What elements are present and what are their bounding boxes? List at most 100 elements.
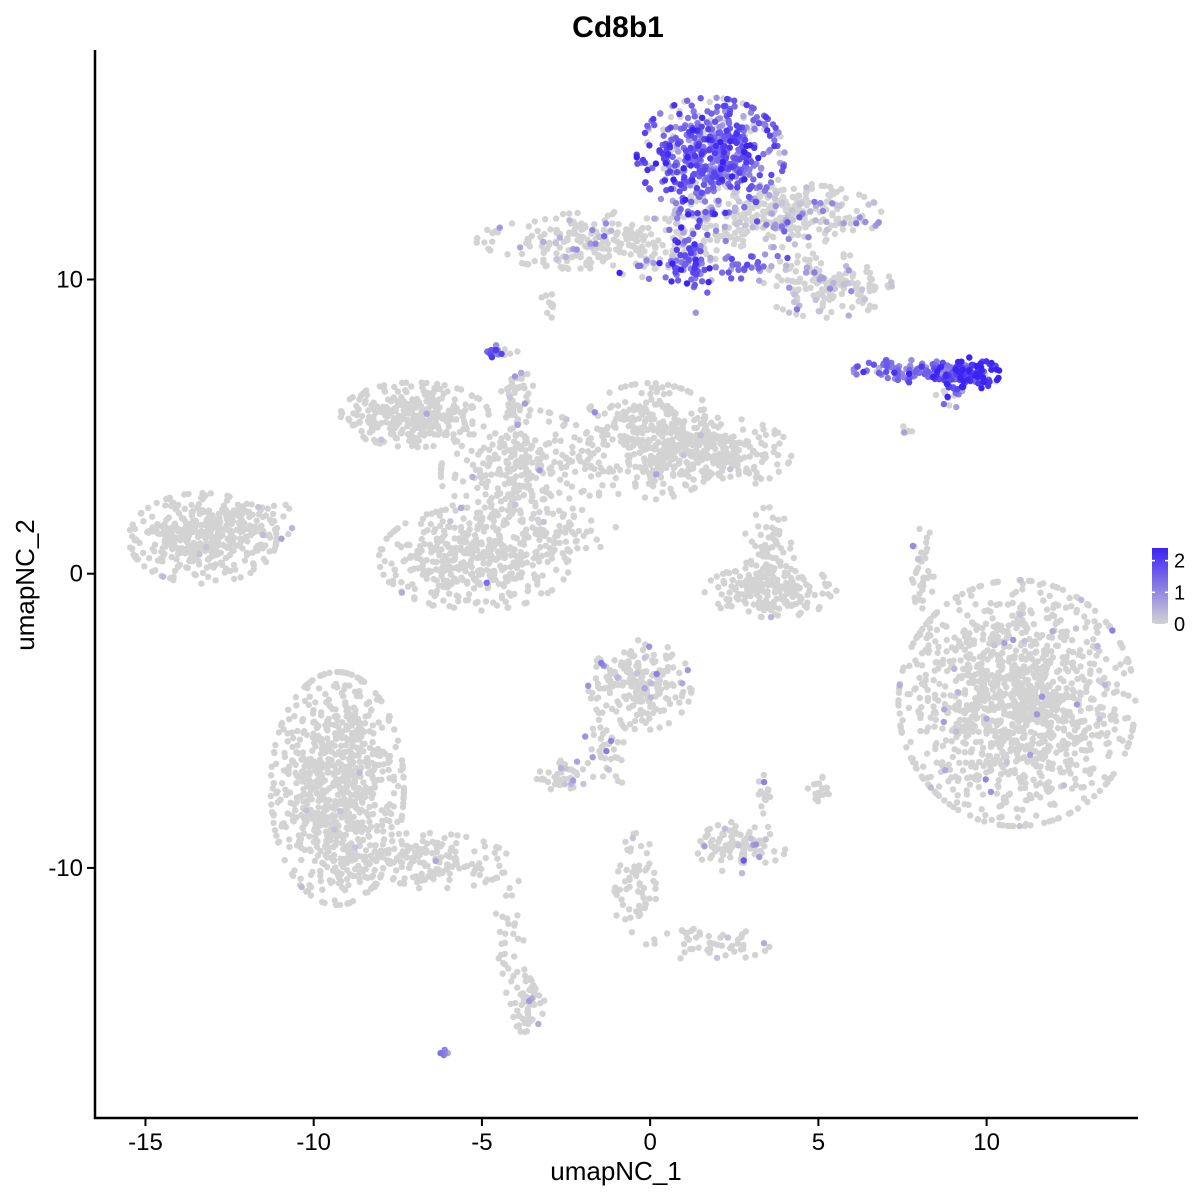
data-point [209, 518, 216, 525]
data-point [546, 239, 553, 247]
data-point [661, 215, 669, 222]
data-point [621, 231, 629, 238]
data-point [1077, 663, 1084, 670]
data-point [685, 465, 692, 473]
data-point [912, 685, 919, 692]
data-point [309, 747, 316, 754]
data-point [675, 426, 682, 433]
data-point [774, 461, 781, 468]
data-point [247, 569, 254, 577]
data-point [481, 504, 489, 511]
data-point [926, 529, 933, 536]
data-point [462, 537, 469, 544]
data-point [670, 464, 677, 472]
data-point [1059, 586, 1067, 594]
data-point [960, 665, 967, 672]
data-point [1117, 641, 1125, 648]
data-point [506, 467, 513, 475]
data-point [819, 571, 826, 578]
data-point [825, 191, 832, 199]
data-point [397, 429, 404, 437]
data-point [692, 198, 700, 205]
data-point [679, 435, 686, 442]
data-point [323, 863, 331, 871]
data-point [350, 813, 357, 821]
data-point [605, 252, 613, 260]
data-point [1062, 604, 1070, 611]
data-point [715, 584, 722, 591]
data-point [564, 569, 572, 576]
data-point [131, 537, 139, 544]
data-point [159, 554, 166, 562]
data-point [410, 403, 417, 410]
data-point [959, 590, 966, 598]
data-point [1121, 750, 1129, 757]
data-point [473, 235, 481, 242]
data-point [508, 477, 516, 484]
data-point [1082, 624, 1089, 631]
data-point [428, 510, 435, 517]
data-point [951, 634, 958, 641]
data-point [735, 467, 742, 474]
data-point [476, 509, 484, 516]
data-point [528, 232, 536, 239]
data-point [712, 435, 720, 442]
data-point [1000, 628, 1007, 635]
data-point [140, 549, 147, 557]
data-point [1001, 732, 1008, 740]
data-point [770, 535, 777, 542]
data-point [1103, 740, 1110, 747]
data-point [404, 422, 411, 430]
data-point [561, 471, 569, 478]
data-point [1067, 770, 1074, 777]
data-point [333, 712, 340, 720]
data-point [727, 473, 734, 480]
data-point [386, 809, 393, 816]
data-point [732, 568, 739, 575]
data-point [638, 389, 645, 397]
data-point [455, 565, 463, 572]
data-point [394, 818, 401, 826]
data-point [285, 530, 292, 538]
data-point [695, 459, 702, 466]
data-point [685, 440, 692, 447]
data-point [432, 398, 439, 405]
data-point [628, 229, 635, 237]
data-point [927, 714, 934, 721]
data-point [612, 474, 619, 482]
data-point [373, 827, 381, 834]
data-point [562, 538, 570, 545]
data-point [605, 246, 612, 254]
data-point [437, 473, 445, 481]
data-point [411, 585, 418, 593]
data-point [212, 561, 219, 568]
data-point [205, 509, 212, 516]
data-point [557, 437, 564, 444]
data-point [1033, 685, 1040, 692]
data-point [1047, 711, 1054, 719]
data-point [981, 607, 988, 615]
data-point [298, 856, 305, 864]
data-point [988, 700, 995, 707]
data-point [1086, 740, 1093, 747]
data-point [601, 410, 608, 417]
data-point [439, 563, 446, 571]
data-point [305, 701, 312, 709]
data-point [733, 594, 740, 601]
data-point [795, 574, 802, 581]
data-point [545, 418, 553, 425]
data-point [1028, 577, 1035, 585]
data-point [990, 757, 997, 764]
data-point [806, 256, 813, 264]
data-point [994, 652, 1001, 659]
data-point [1030, 776, 1037, 783]
data-point [907, 755, 915, 762]
data-point [659, 242, 666, 249]
data-point [611, 419, 618, 426]
data-point [1012, 758, 1020, 765]
data-point [1093, 731, 1101, 739]
data-point [477, 519, 484, 526]
data-points [126, 94, 1139, 1059]
data-point [949, 753, 956, 761]
data-point [1066, 708, 1073, 716]
